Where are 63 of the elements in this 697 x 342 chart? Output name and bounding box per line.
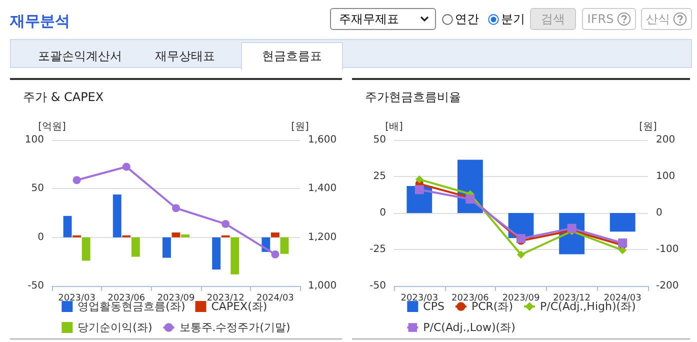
legend-label: P/C(Adj.,High)(좌) xyxy=(540,300,636,313)
y2-tick-label: 1,000 xyxy=(308,280,337,292)
text: 연간 xyxy=(455,11,479,28)
text: 포괄손익계산서 xyxy=(37,48,123,64)
bar xyxy=(162,237,171,258)
point xyxy=(567,224,576,233)
text: 산식 xyxy=(641,8,692,30)
y-tick-label: 50 xyxy=(373,134,386,146)
legend-label: 당기순이익(좌) xyxy=(78,321,152,334)
text: 주재무제표 xyxy=(330,8,436,30)
chart-title: 주가 & CAPEX xyxy=(23,90,104,104)
y2-tick-label: -100 xyxy=(656,244,679,255)
point xyxy=(618,238,628,248)
point xyxy=(222,220,230,228)
point xyxy=(517,250,525,259)
text: 검색 xyxy=(530,8,576,30)
y-tick-label: 0 xyxy=(38,232,44,243)
point xyxy=(415,175,424,184)
point xyxy=(122,162,130,171)
point xyxy=(72,176,81,184)
legend-label: P/C(Adj.,Low)(좌) xyxy=(423,321,516,334)
point xyxy=(516,234,526,244)
y-axis-title: [억원] xyxy=(38,122,66,132)
y2-tick-label: 1,400 xyxy=(308,183,337,194)
y2-tick-label: 200 xyxy=(656,134,676,146)
y-tick-label: -25 xyxy=(370,244,386,255)
text: 재무분석 xyxy=(10,12,70,31)
point xyxy=(271,250,280,258)
text: IFRS xyxy=(582,8,636,30)
bar xyxy=(230,237,240,274)
y2-tick-label: 100 xyxy=(656,171,676,182)
point xyxy=(618,246,627,254)
text: 현금흐름표 xyxy=(241,42,343,70)
legend-label: 보통주.수정주가(기말) xyxy=(179,321,290,334)
bar xyxy=(112,194,122,238)
bar xyxy=(212,237,221,270)
legend-label: 영업활동현금흐름(좌) xyxy=(78,300,186,313)
y2-axis-title: [원] xyxy=(639,122,657,132)
y2-tick-label: 1,600 xyxy=(308,134,337,146)
y-tick-label: -50 xyxy=(370,280,386,292)
point xyxy=(414,185,424,194)
y-tick-label: 25 xyxy=(373,171,386,182)
text: 재무상태표 xyxy=(154,48,216,64)
text: 분기 xyxy=(501,11,525,28)
y2-tick-label: 1,200 xyxy=(308,232,337,243)
y-tick-label: 100 xyxy=(24,134,44,146)
y-tick-label: -50 xyxy=(28,280,44,292)
y2-tick-label: -200 xyxy=(656,280,679,292)
bar xyxy=(280,237,289,254)
y2-axis-title: [원] xyxy=(291,122,309,132)
bar xyxy=(181,234,190,238)
bar xyxy=(270,232,280,238)
chart-title: 주가현금흐름비율 xyxy=(365,90,461,104)
point xyxy=(172,204,180,212)
bar xyxy=(63,216,72,238)
y-tick-label: 0 xyxy=(380,208,386,218)
y2-tick-label: 0 xyxy=(656,208,662,218)
bar xyxy=(610,213,636,232)
bar xyxy=(82,237,90,261)
y-tick-label: 50 xyxy=(31,183,44,194)
bar xyxy=(131,237,140,257)
y-axis-title: [배] xyxy=(385,122,403,132)
bar xyxy=(172,232,180,238)
